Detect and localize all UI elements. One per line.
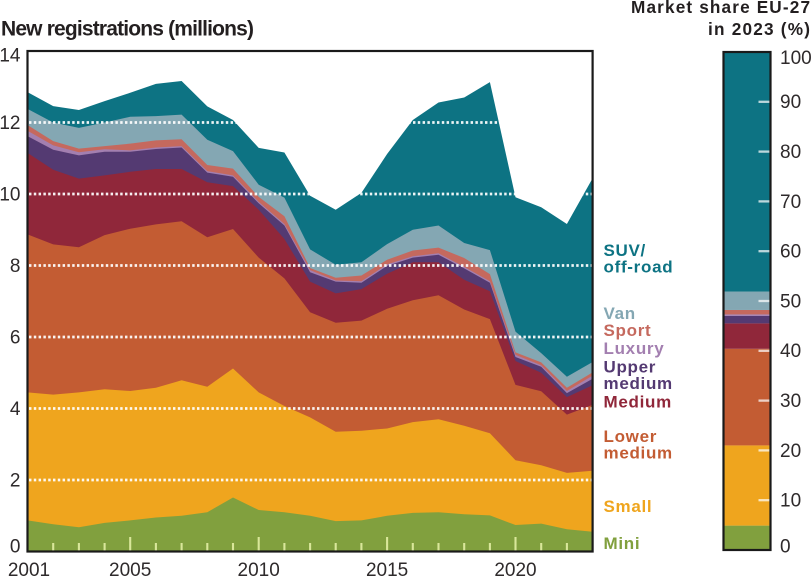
svg-text:2005: 2005 bbox=[109, 560, 151, 576]
svg-text:2001: 2001 bbox=[8, 560, 50, 576]
svg-text:Lower: Lower bbox=[604, 427, 658, 446]
svg-text:80: 80 bbox=[780, 142, 801, 163]
svg-text:New registrations (millions): New registrations (millions) bbox=[1, 18, 254, 41]
svg-text:20: 20 bbox=[780, 441, 801, 462]
svg-text:Mini: Mini bbox=[604, 534, 641, 553]
svg-text:40: 40 bbox=[780, 341, 801, 362]
svg-text:Small: Small bbox=[604, 497, 653, 516]
svg-text:100: 100 bbox=[780, 48, 811, 69]
svg-text:medium: medium bbox=[604, 374, 673, 393]
svg-text:2020: 2020 bbox=[494, 560, 536, 576]
svg-text:in 2023 (%): in 2023 (%) bbox=[708, 19, 810, 39]
svg-text:Sport: Sport bbox=[604, 321, 652, 340]
svg-text:2015: 2015 bbox=[366, 560, 408, 576]
svg-text:Van: Van bbox=[604, 304, 636, 323]
svg-text:30: 30 bbox=[780, 391, 801, 412]
svg-text:Upper: Upper bbox=[604, 358, 657, 377]
svg-text:6: 6 bbox=[10, 327, 21, 348]
svg-text:2: 2 bbox=[10, 470, 21, 491]
svg-text:SUV/: SUV/ bbox=[604, 241, 646, 260]
svg-text:10: 10 bbox=[0, 184, 21, 205]
svg-text:0: 0 bbox=[780, 536, 791, 557]
svg-text:medium: medium bbox=[604, 444, 673, 463]
svg-text:2010: 2010 bbox=[238, 560, 280, 576]
svg-text:off-road: off-road bbox=[604, 258, 674, 277]
svg-text:Market share EU-27: Market share EU-27 bbox=[631, 0, 810, 17]
svg-text:Medium: Medium bbox=[604, 393, 672, 412]
svg-text:60: 60 bbox=[780, 242, 801, 263]
svg-text:50: 50 bbox=[780, 291, 801, 312]
svg-text:12: 12 bbox=[0, 113, 21, 134]
svg-text:14: 14 bbox=[0, 45, 21, 66]
svg-text:4: 4 bbox=[10, 399, 21, 420]
svg-text:70: 70 bbox=[780, 192, 801, 213]
svg-text:90: 90 bbox=[780, 92, 801, 113]
svg-text:8: 8 bbox=[10, 256, 21, 277]
svg-text:Luxury: Luxury bbox=[604, 339, 665, 358]
svg-text:0: 0 bbox=[10, 536, 21, 557]
svg-text:10: 10 bbox=[780, 491, 801, 512]
